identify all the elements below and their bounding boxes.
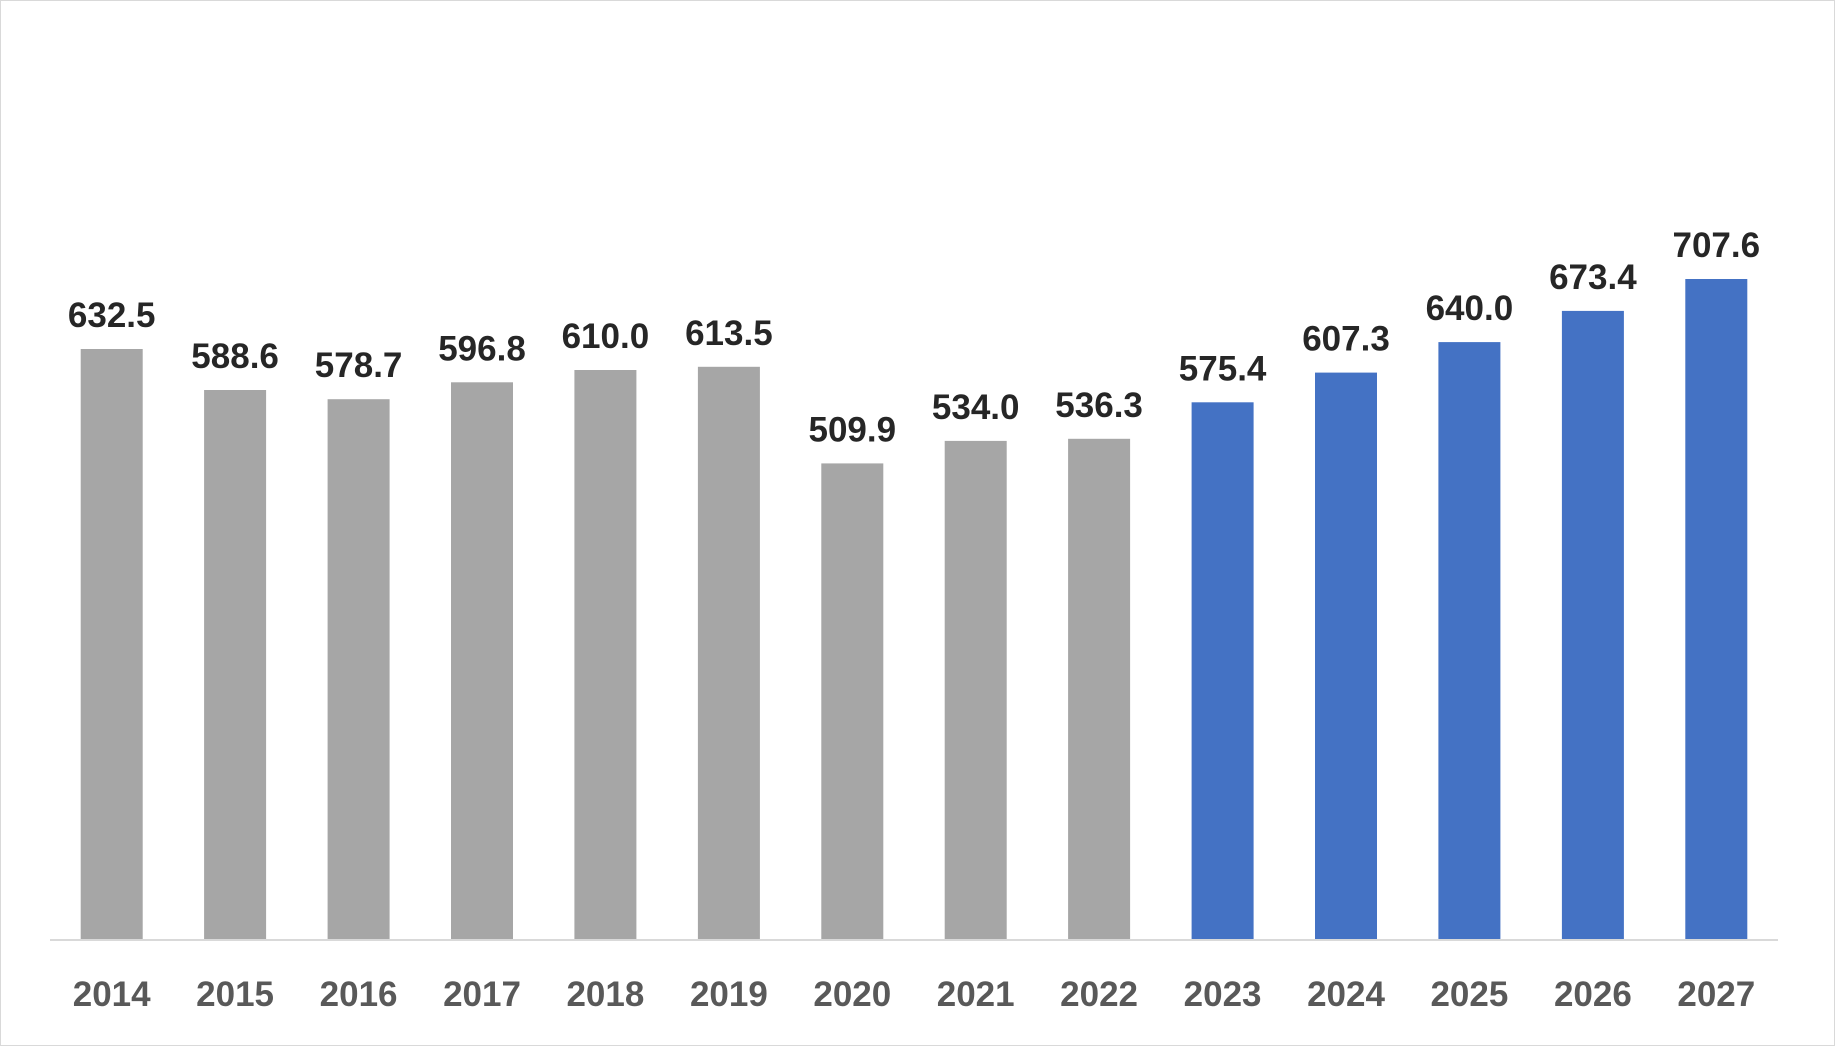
x-tick-label-2014: 2014 [73, 975, 151, 1014]
bar-2026 [1561, 310, 1624, 939]
value-label-2018: 610.0 [562, 317, 650, 356]
x-tick-label-2024: 2024 [1307, 975, 1385, 1014]
bar-2023 [1191, 402, 1254, 939]
x-tick-label-2026: 2026 [1554, 975, 1632, 1014]
x-tick-label-2021: 2021 [937, 975, 1015, 1014]
bars-group [80, 279, 1748, 940]
value-label-2014: 632.5 [68, 296, 156, 335]
bar-2018 [574, 370, 637, 939]
value-label-2024: 607.3 [1302, 320, 1390, 359]
value-label-2027: 707.6 [1673, 226, 1761, 265]
value-label-2021: 534.0 [932, 388, 1020, 427]
x-tick-label-2016: 2016 [320, 975, 398, 1014]
value-label-2015: 588.6 [191, 337, 279, 376]
value-label-2022: 536.3 [1055, 386, 1143, 425]
bar-2015 [204, 390, 267, 939]
value-label-2019: 613.5 [685, 314, 773, 353]
value-label-2025: 640.0 [1426, 289, 1514, 328]
value-label-2020: 509.9 [809, 410, 897, 449]
bar-2016 [327, 399, 390, 939]
x-tick-label-2025: 2025 [1430, 975, 1508, 1014]
x-tick-label-2022: 2022 [1060, 975, 1138, 1014]
bar-2017 [451, 382, 513, 939]
value-label-2016: 578.7 [315, 346, 403, 385]
bar-2020 [821, 463, 884, 939]
value-label-2026: 673.4 [1549, 258, 1637, 297]
x-tick-label-2015: 2015 [196, 975, 274, 1014]
x-tick-label-2017: 2017 [443, 975, 521, 1014]
value-label-2023: 575.4 [1179, 349, 1267, 388]
x-tick-labels-group: 2014 2015 2016 2017 2018 2019 2020 2021 2022 2023… [73, 975, 1755, 1014]
bar-2025 [1438, 342, 1501, 940]
bar-2027 [1685, 279, 1748, 939]
x-tick-label-2023: 2023 [1184, 975, 1262, 1014]
value-labels-group: 632.5 588.6 578.7 596.8 610.0 613.5 509.9 534.0… [68, 226, 1760, 449]
bar-2021 [944, 440, 1007, 939]
x-tick-label-2020: 2020 [813, 975, 891, 1014]
x-tick-label-2019: 2019 [690, 975, 768, 1014]
bar-2024 [1315, 372, 1377, 940]
bar-2014 [80, 349, 143, 939]
bar-2022 [1068, 438, 1131, 939]
x-tick-label-2027: 2027 [1677, 975, 1755, 1014]
x-tick-label-2018: 2018 [566, 975, 644, 1014]
value-label-2017: 596.8 [438, 329, 526, 368]
bar-2019 [697, 366, 760, 939]
